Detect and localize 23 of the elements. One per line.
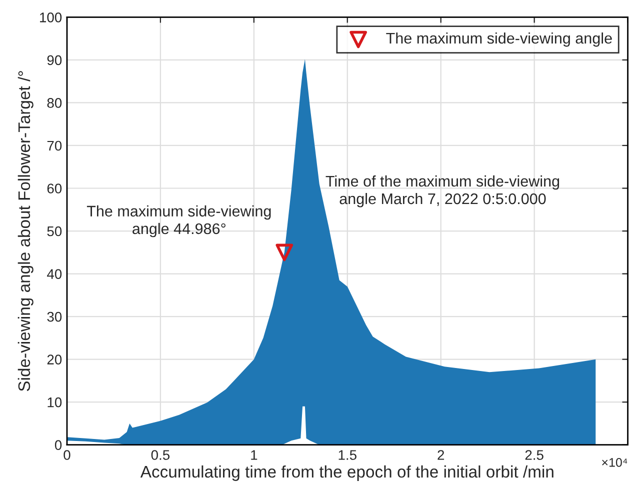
annotation: Time of the maximum side-viewing angle March 7, 2022 0:5:0.000 bbox=[326, 175, 560, 208]
y-tick-label: 60 bbox=[47, 184, 62, 194]
legend-label: The maximum side-viewing angle bbox=[386, 32, 612, 47]
y-tick-label: 80 bbox=[47, 98, 62, 108]
x-axis-title: Accumulating time from the epoch of the initial orbit /min bbox=[140, 465, 554, 481]
y-tick-label: 10 bbox=[48, 397, 62, 408]
x-tick-label: 0.5 bbox=[151, 450, 170, 460]
y-tick-label: 90 bbox=[47, 55, 62, 66]
x-tick-label: 0 bbox=[64, 450, 70, 460]
y-tick-label: 100 bbox=[40, 12, 62, 22]
x-tick-label: 1.5 bbox=[338, 450, 356, 460]
y-tick-label: 30 bbox=[47, 312, 62, 322]
annotation: The maximum side-viewing angle 44.986° bbox=[86, 205, 271, 238]
y-tick-label: 40 bbox=[47, 269, 62, 279]
y-tick-label: 70 bbox=[47, 140, 62, 151]
x-tick-label: 2 bbox=[438, 450, 444, 460]
y-tick-label: 50 bbox=[47, 226, 62, 236]
x-tick-label: 2.5 bbox=[525, 450, 544, 460]
y-tick-label: 20 bbox=[47, 354, 62, 364]
y-axis-title: Side-viewing angle about Follower-Target /° bbox=[18, 71, 34, 392]
text: ×10⁴ bbox=[602, 458, 628, 467]
y-tick-label: 0 bbox=[54, 440, 62, 450]
x-tick-label: 1 bbox=[251, 450, 258, 460]
